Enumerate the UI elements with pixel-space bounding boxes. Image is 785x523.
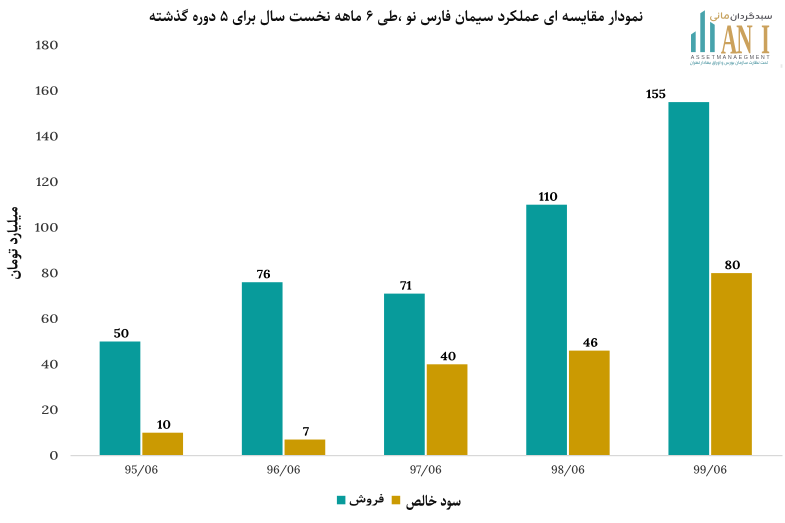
svg-text:ASSETMANAEGMENT: ASSETMANAEGMENT: [691, 55, 772, 61]
svg-text:ANI: AN I: [721, 17, 770, 63]
